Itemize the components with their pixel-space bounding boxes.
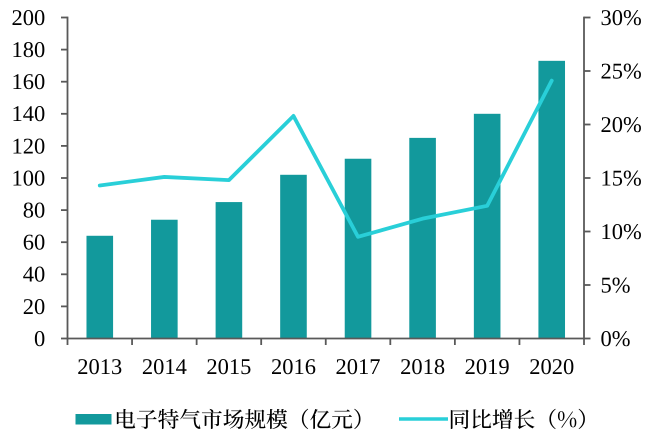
legend-glyph (136, 409, 157, 429)
right-axis-label: 15% (601, 165, 642, 190)
x-axis-label: 2019 (465, 354, 510, 379)
legend-glyph (557, 411, 577, 428)
x-axis-label: 2018 (400, 354, 445, 379)
legend-glyph (450, 409, 469, 429)
right-axis: 0% 5% 10% 15% 20% 25% 30% (583, 5, 642, 351)
legend-glyph (331, 409, 353, 430)
legend-glyph (354, 408, 361, 430)
right-axis-label: 0% (601, 326, 631, 351)
x-axis-label: 2013 (77, 354, 122, 379)
line-series (97, 78, 554, 239)
legend-glyph (158, 408, 179, 429)
legend-glyph (180, 408, 201, 429)
bar-2013 (86, 235, 114, 339)
left-axis-label: 80 (23, 198, 46, 223)
left-axis-label: 40 (23, 262, 46, 287)
legend-label-line (450, 408, 585, 430)
right-axis-label: 20% (601, 112, 642, 137)
left-axis-label: 20 (23, 294, 46, 319)
bar-2016 (280, 174, 307, 339)
bar-2019 (473, 113, 501, 339)
right-axis-label: 25% (601, 58, 642, 83)
legend-glyph (578, 408, 585, 430)
x-axis-label: 2017 (336, 354, 381, 379)
bar-2018 (409, 137, 436, 339)
left-axis-label: 140 (12, 101, 46, 126)
right-axis-label: 30% (601, 5, 642, 30)
x-axis: 2013 2014 2015 2016 2017 2018 2019 2020 (66, 337, 585, 379)
legend (75, 408, 585, 430)
growth-line (97, 78, 554, 239)
legend-glyph (492, 408, 513, 429)
bar-2020 (538, 60, 566, 339)
legend-glyph (549, 408, 556, 430)
legend-glyph (223, 409, 244, 429)
legend-glyph (201, 408, 222, 429)
legend-glyph (244, 408, 266, 429)
bar-2017 (344, 158, 372, 339)
left-axis-label: 120 (12, 133, 46, 158)
legend-glyph (310, 408, 331, 429)
left-axis-label: 160 (12, 69, 46, 94)
legend-bar-swatch (75, 414, 112, 425)
legend-glyph (116, 408, 136, 429)
left-axis-label: 200 (12, 5, 46, 30)
legend-glyph (472, 409, 492, 429)
left-axis-label: 60 (23, 230, 46, 255)
legend-glyph (266, 408, 288, 429)
x-axis-label: 2016 (271, 354, 316, 379)
legend-glyph (514, 409, 535, 430)
x-axis-label: 2015 (206, 354, 251, 379)
left-axis-label: 0 (34, 326, 45, 351)
left-axis-label: 100 (12, 165, 46, 190)
left-axis-label: 180 (12, 37, 46, 62)
x-axis-label: 2020 (529, 354, 574, 379)
legend-glyph (301, 408, 309, 430)
left-axis: 0 20 40 60 80 100 120 140 160 180 200 (12, 5, 69, 351)
right-axis-label: 10% (601, 219, 642, 244)
bar-series (86, 60, 566, 339)
bar-2015 (215, 202, 243, 339)
legend-label-bar (116, 408, 361, 430)
bar-2014 (151, 219, 178, 339)
right-axis-label: 5% (601, 272, 631, 297)
x-axis-label: 2014 (142, 354, 187, 379)
